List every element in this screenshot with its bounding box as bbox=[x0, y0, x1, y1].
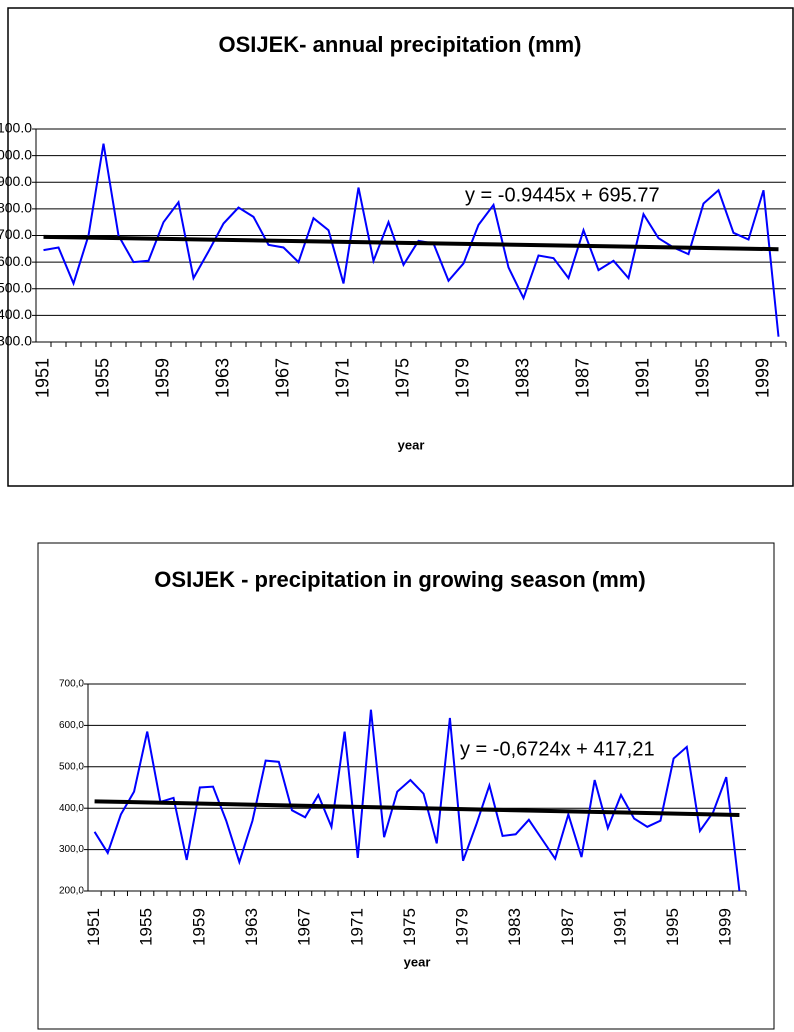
x-tick-label: 1991 bbox=[632, 358, 652, 398]
chart-title: OSIJEK - precipitation in growing season… bbox=[154, 567, 646, 592]
x-axis-label: year bbox=[404, 954, 431, 969]
x-tick-label: 1987 bbox=[558, 908, 577, 946]
x-tick-label: 1975 bbox=[400, 908, 419, 946]
x-tick-label: 1995 bbox=[663, 908, 682, 946]
x-tick-label: 1959 bbox=[152, 358, 172, 398]
x-tick-label: 1955 bbox=[137, 908, 156, 946]
x-tick-label: 1967 bbox=[272, 358, 292, 398]
x-tick-label: 1999 bbox=[752, 358, 772, 398]
x-tick-label: 1983 bbox=[512, 358, 532, 398]
chart-frame bbox=[37, 542, 775, 1030]
y-tick-label: 700,0 bbox=[59, 679, 84, 690]
x-tick-label: 1967 bbox=[295, 908, 314, 946]
y-tick-label: 1100.0 bbox=[0, 120, 32, 136]
y-tick-label: 300.0 bbox=[0, 333, 32, 349]
data-line bbox=[93, 709, 741, 892]
x-tick-label: 1991 bbox=[610, 908, 629, 946]
y-tick-label: 200,0 bbox=[59, 886, 84, 897]
x-tick-label: 1975 bbox=[392, 358, 412, 398]
x-tick-label: 1979 bbox=[453, 908, 472, 946]
data-line bbox=[43, 143, 780, 337]
y-tick-label: 400,0 bbox=[59, 803, 84, 814]
y-tick-label: 600,0 bbox=[59, 720, 84, 731]
x-tick-label: 1959 bbox=[189, 908, 208, 946]
y-tick-label: 600.0 bbox=[0, 253, 32, 269]
x-tick-label: 1971 bbox=[332, 358, 352, 398]
x-tick-label: 1983 bbox=[505, 908, 524, 946]
chart-frame bbox=[7, 7, 794, 487]
trendline-equation: y = -0,6724x + 417,21 bbox=[460, 738, 655, 760]
x-tick-label: 1963 bbox=[212, 358, 232, 398]
y-tick-label: 700.0 bbox=[0, 226, 32, 242]
trendline bbox=[43, 234, 779, 252]
x-tick-label: 1995 bbox=[692, 358, 712, 398]
x-tick-label: 1979 bbox=[452, 358, 472, 398]
x-tick-label: 1963 bbox=[242, 908, 261, 946]
x-tick-label: 1951 bbox=[84, 908, 103, 946]
y-tick-label: 900.0 bbox=[0, 173, 32, 189]
y-tick-label: 500.0 bbox=[0, 279, 32, 295]
x-tick-label: 1951 bbox=[32, 358, 52, 398]
x-tick-label: 1999 bbox=[716, 908, 735, 946]
x-axis-label: year bbox=[398, 437, 425, 452]
trendline bbox=[94, 799, 740, 817]
y-tick-label: 400.0 bbox=[0, 306, 32, 322]
y-tick-label: 300,0 bbox=[59, 844, 84, 855]
x-tick-label: 1987 bbox=[572, 358, 592, 398]
trendline-equation: y = -0.9445x + 695.77 bbox=[465, 184, 660, 206]
y-tick-label: 500,0 bbox=[59, 761, 84, 772]
y-tick-label: 800.0 bbox=[0, 200, 32, 216]
y-tick-label: 1000.0 bbox=[0, 146, 32, 162]
x-tick-label: 1971 bbox=[347, 908, 366, 946]
chart-title: OSIJEK- annual precipitation (mm) bbox=[218, 32, 582, 57]
x-tick-label: 1955 bbox=[92, 358, 112, 398]
